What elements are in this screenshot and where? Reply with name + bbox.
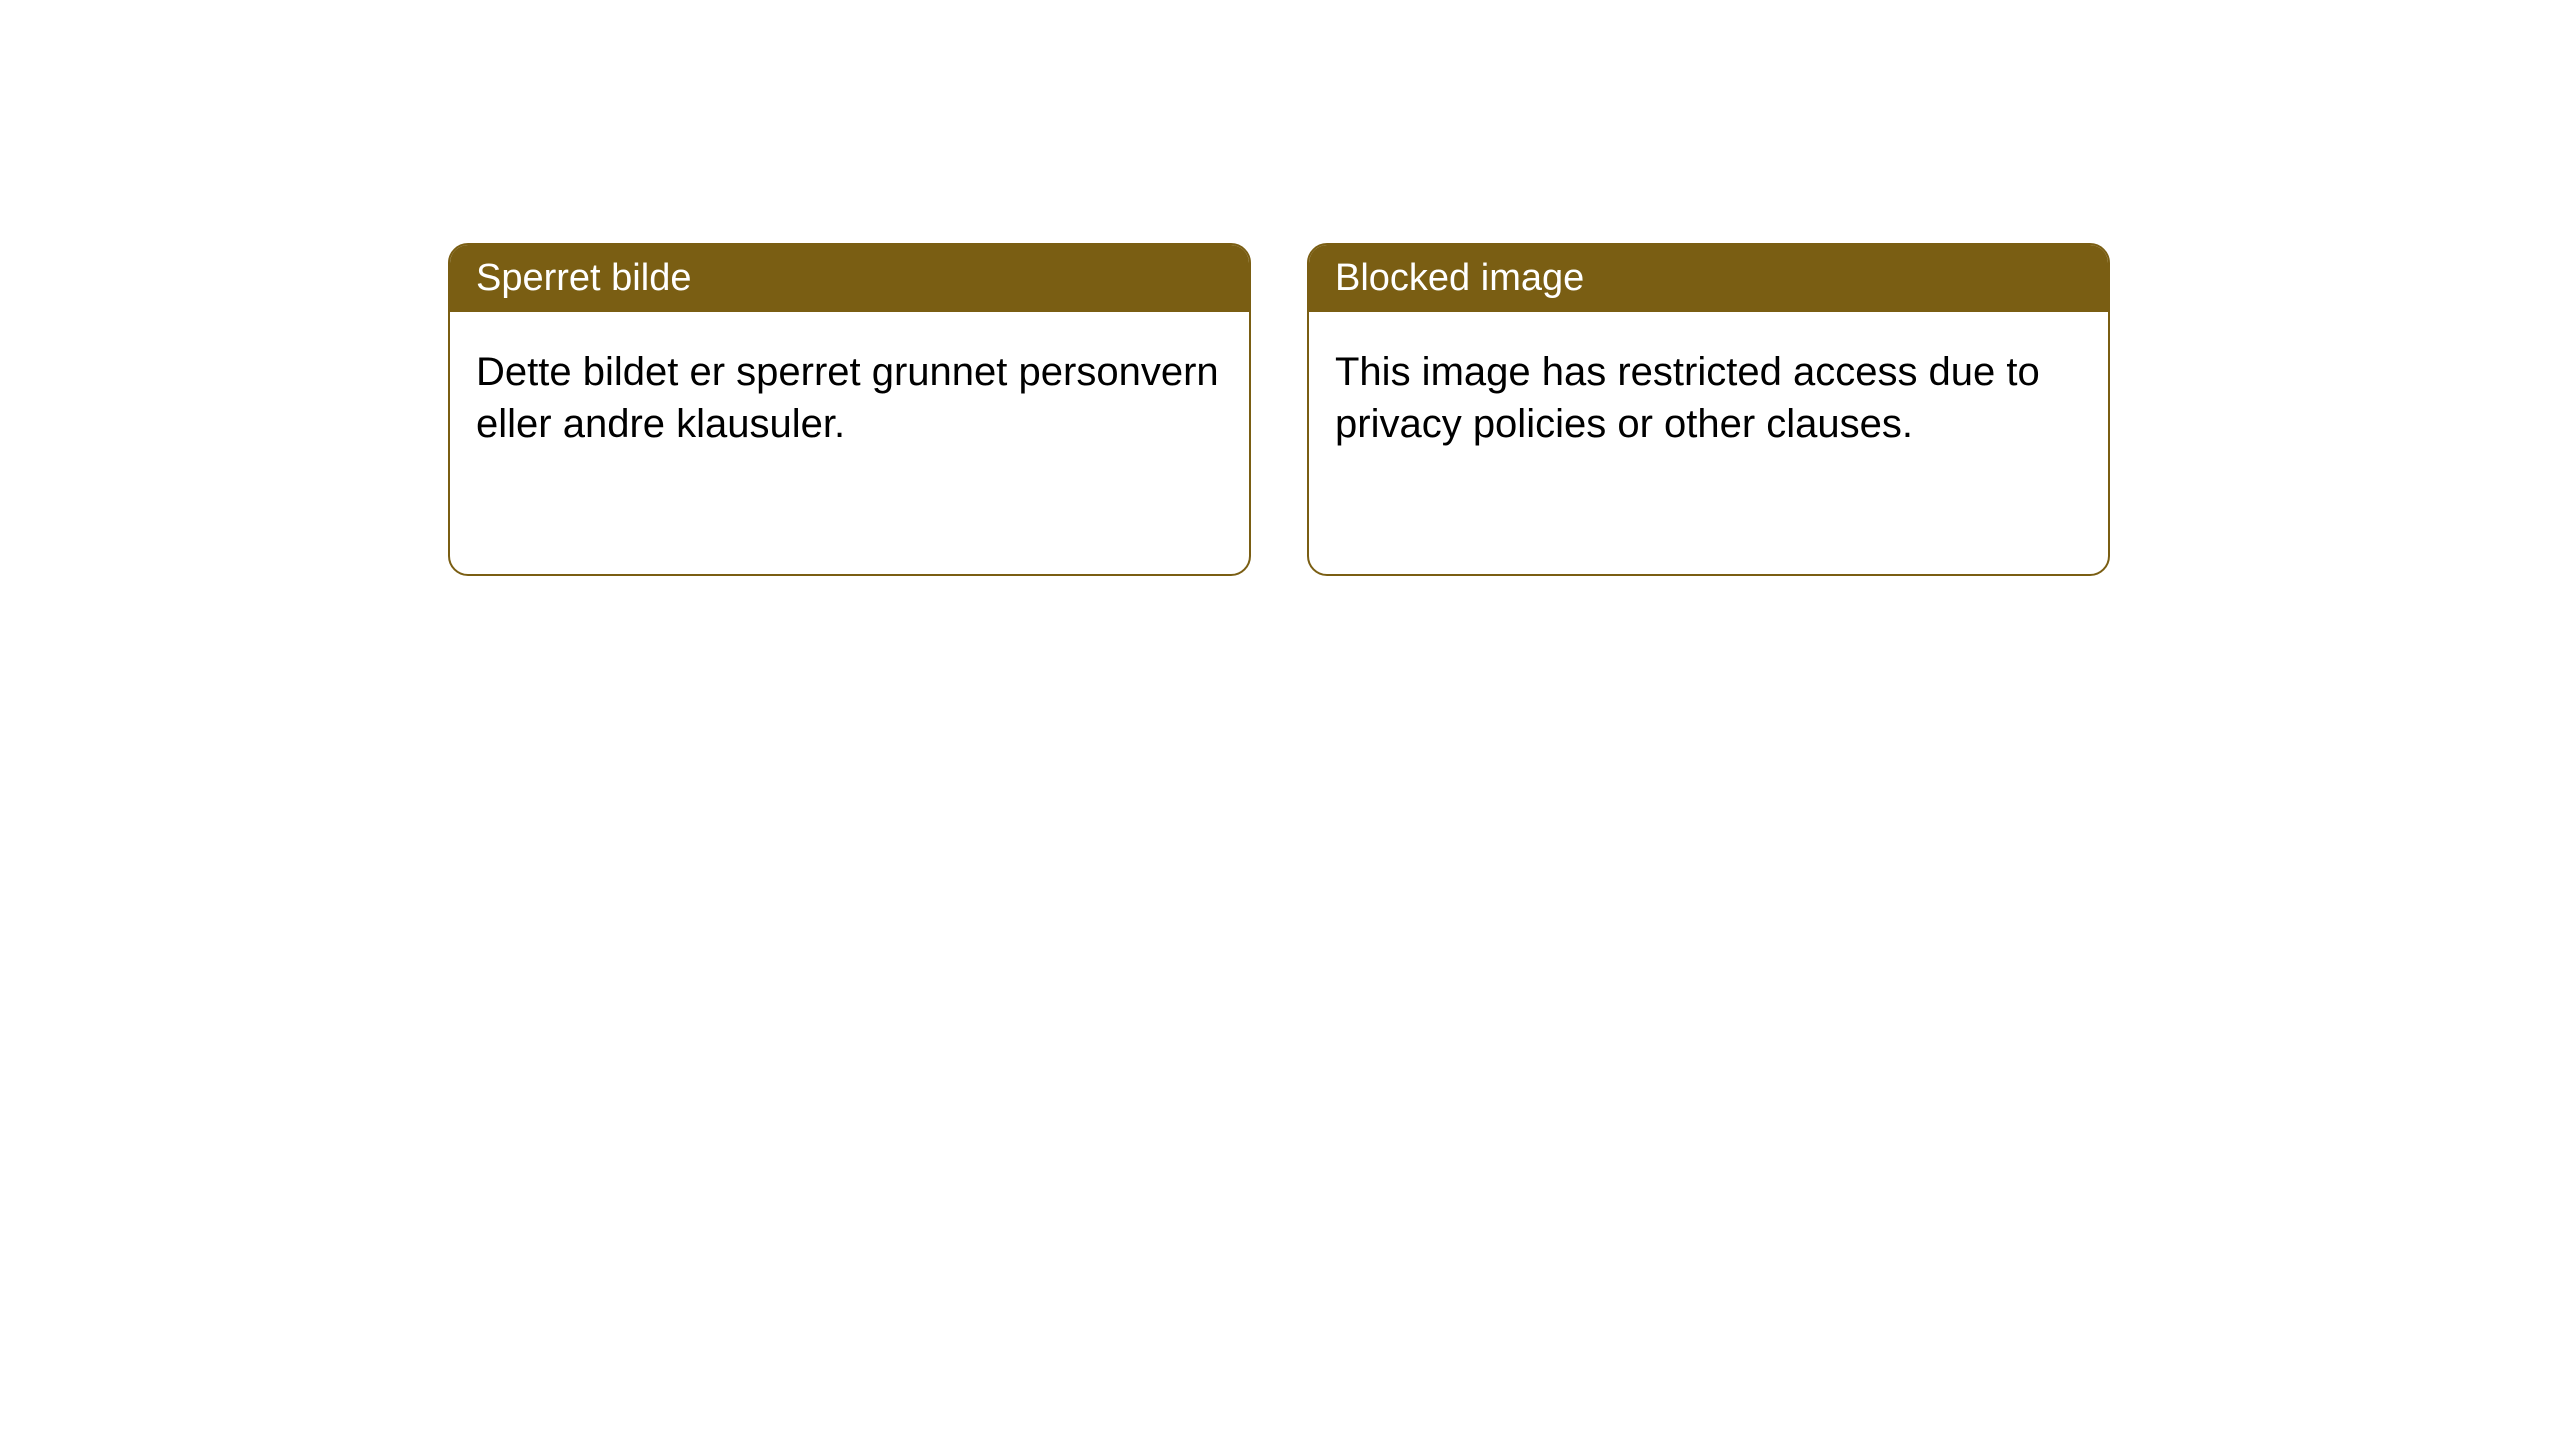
notice-header: Sperret bilde [450,245,1249,312]
notice-title: Sperret bilde [476,257,691,299]
notice-body-text: This image has restricted access due to … [1335,350,2040,446]
notice-title: Blocked image [1335,257,1584,299]
notice-body: Dette bildet er sperret grunnet personve… [450,312,1249,484]
notice-card-english: Blocked image This image has restricted … [1307,243,2110,576]
notice-body-text: Dette bildet er sperret grunnet personve… [476,350,1219,446]
notice-header: Blocked image [1309,245,2108,312]
notice-card-norwegian: Sperret bilde Dette bildet er sperret gr… [448,243,1251,576]
notice-container: Sperret bilde Dette bildet er sperret gr… [448,243,2110,576]
notice-body: This image has restricted access due to … [1309,312,2108,484]
